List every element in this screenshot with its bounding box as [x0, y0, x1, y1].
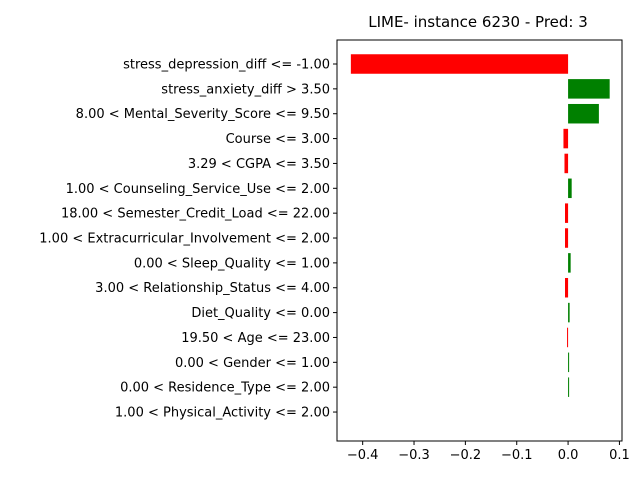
y-tick-label: Course <= 3.00 — [226, 132, 330, 147]
y-tick-label: 19.50 < Age <= 23.00 — [181, 331, 330, 346]
y-tick-label: 1.00 < Physical_Activity <= 2.00 — [115, 406, 330, 421]
bar — [568, 352, 570, 373]
bar — [568, 79, 610, 99]
y-tick-label: stress_anxiety_diff > 3.50 — [161, 82, 330, 97]
bar — [568, 302, 570, 323]
y-tick-label: 0.00 < Residence_Type <= 2.00 — [120, 381, 330, 396]
x-tick-label: 0.0 — [558, 448, 579, 463]
y-tick-label: Diet_Quality <= 0.00 — [191, 306, 330, 321]
bar — [565, 228, 569, 248]
chart-title: LIME- instance 6230 - Pred: 3 — [368, 13, 588, 31]
y-tick-label: 0.00 < Sleep_Quality <= 1.00 — [134, 256, 330, 271]
bars-group — [350, 54, 610, 397]
bar — [565, 277, 569, 298]
y-tick-label: stress_depression_diff <= -1.00 — [123, 58, 330, 73]
x-tick-label: −0.2 — [450, 448, 482, 463]
y-tick-label: 8.00 < Mental_Severity_Score <= 9.50 — [76, 107, 330, 122]
bar — [568, 178, 572, 199]
bar — [568, 377, 570, 397]
bar — [563, 128, 569, 149]
bar — [567, 327, 569, 348]
y-tick-label: 1.00 < Extracurricular_Involvement <= 2.… — [39, 232, 330, 247]
y-tick-label: 3.00 < Relationship_Status <= 4.00 — [95, 281, 330, 296]
y-tick-label: 18.00 < Semester_Credit_Load <= 22.00 — [61, 207, 330, 222]
bar — [568, 253, 571, 273]
bar — [565, 203, 569, 223]
y-tick-labels: stress_depression_diff <= -1.00 stress_an… — [39, 58, 337, 421]
y-tick-label: 0.00 < Gender <= 1.00 — [175, 356, 330, 371]
bar — [350, 54, 569, 74]
x-tick-label: −0.1 — [501, 448, 533, 463]
x-tick-label: 0.1 — [609, 448, 630, 463]
plot-frame — [336, 39, 623, 442]
y-tick-label: 1.00 < Counseling_Service_Use <= 2.00 — [66, 182, 330, 197]
x-tick-label: −0.3 — [398, 448, 430, 463]
bar — [568, 103, 599, 124]
x-tick-label: −0.4 — [347, 448, 379, 463]
x-ticks: −0.4 −0.3 −0.2 −0.1 0.0 0.1 — [347, 441, 630, 463]
y-tick-label: 3.29 < CGPA <= 3.50 — [188, 157, 330, 172]
bar — [564, 153, 569, 174]
